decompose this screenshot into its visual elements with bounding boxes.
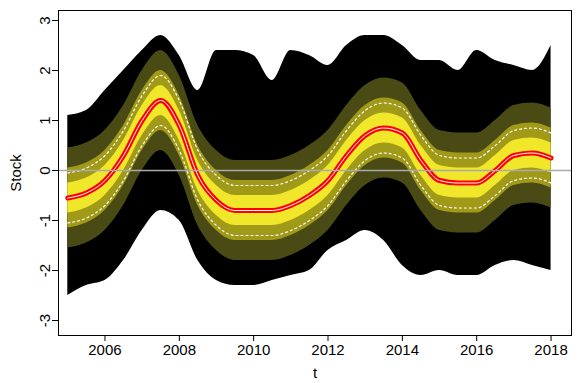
svg-text:2014: 2014 (386, 341, 419, 358)
svg-text:-2: -2 (36, 264, 53, 277)
svg-text:1: 1 (36, 116, 53, 124)
svg-text:2018: 2018 (534, 341, 567, 358)
svg-text:2010: 2010 (237, 341, 270, 358)
svg-text:Stock: Stock (7, 154, 24, 192)
svg-text:2012: 2012 (311, 341, 344, 358)
svg-text:-3: -3 (36, 314, 53, 327)
svg-text:3: 3 (36, 16, 53, 24)
svg-text:2006: 2006 (88, 341, 121, 358)
svg-text:2: 2 (36, 66, 53, 74)
svg-text:0: 0 (36, 166, 53, 174)
svg-text:2008: 2008 (163, 341, 196, 358)
svg-text:2016: 2016 (460, 341, 493, 358)
svg-text:-1: -1 (36, 214, 53, 227)
svg-text:t: t (313, 364, 318, 381)
